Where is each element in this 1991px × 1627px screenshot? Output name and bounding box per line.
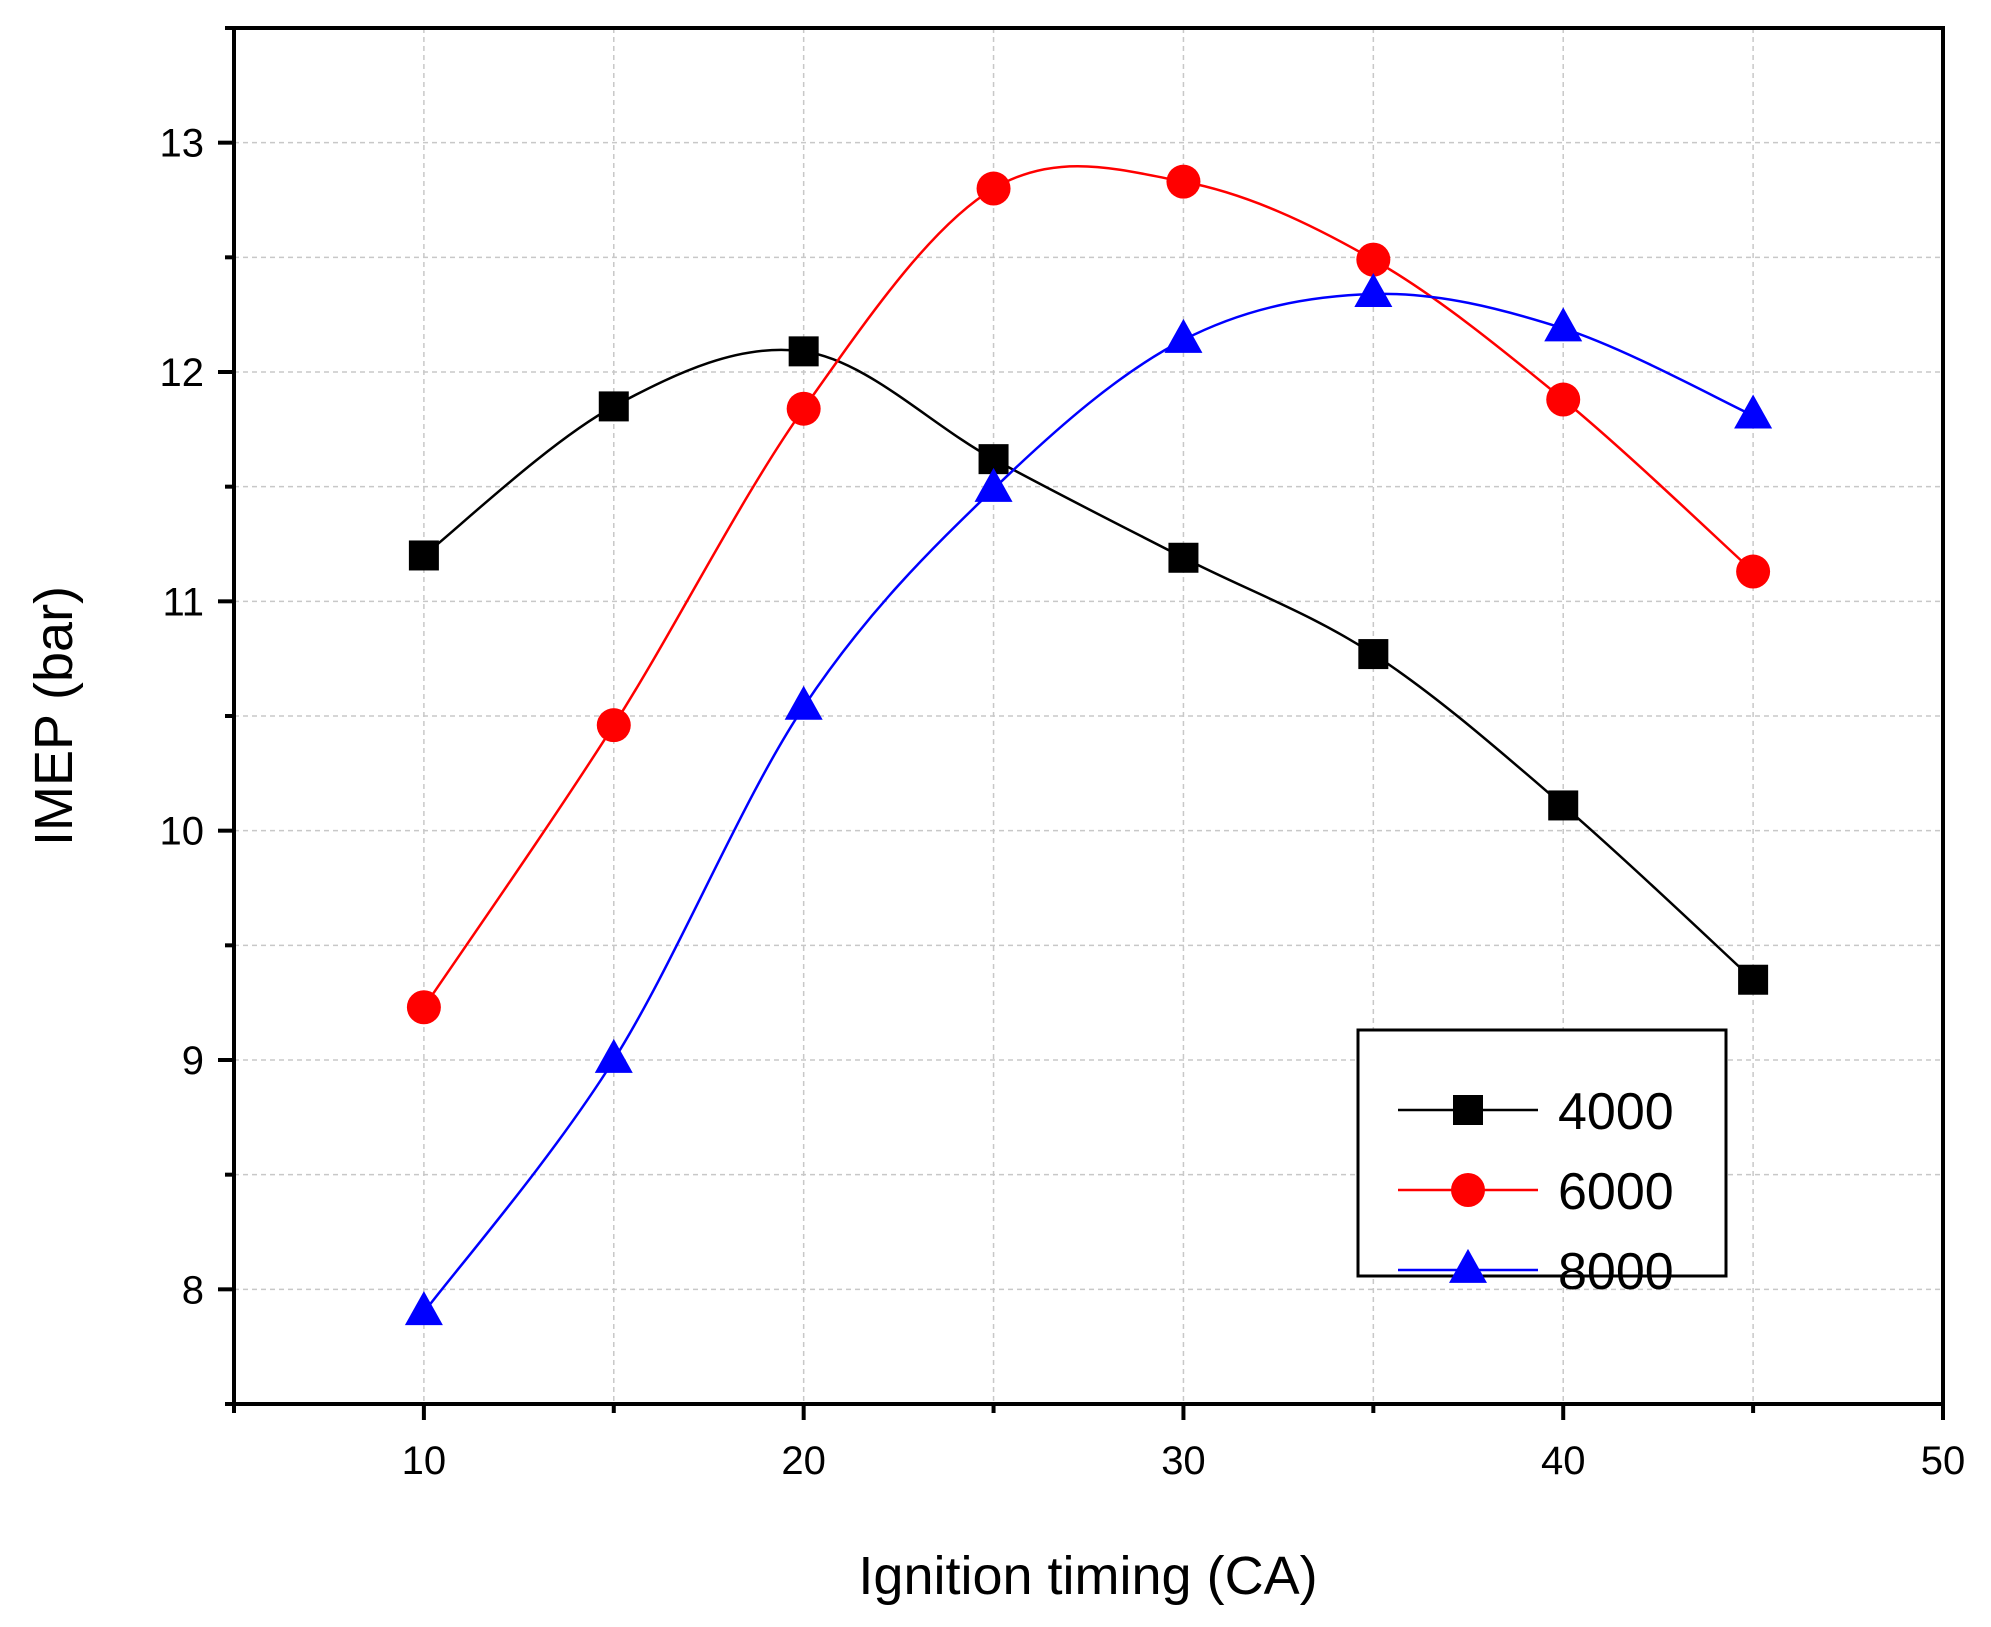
legend-marker-4000: [1453, 1095, 1483, 1125]
data-point-4000-45: [1738, 964, 1769, 995]
data-point-6000-45: [1736, 554, 1771, 589]
y-tick-label-13: 13: [160, 122, 205, 166]
y-tick-label-12: 12: [160, 351, 205, 395]
legend: 4000 6000 8000: [1356, 1028, 1728, 1301]
legend-entry-8000: 8000: [1398, 1243, 1674, 1301]
data-point-8000-20: [784, 685, 823, 720]
series-8000: [404, 272, 1773, 1326]
data-point-6000-20: [786, 391, 821, 426]
data-point-8000-35: [1354, 272, 1393, 307]
data-point-8000-45: [1734, 394, 1773, 429]
data-point-6000-25: [976, 171, 1011, 206]
x-tick-label-10: 10: [402, 1439, 447, 1483]
data-point-8000-15: [594, 1038, 633, 1073]
legend-box: [1356, 1028, 1728, 1278]
legend-entry-6000: 6000: [1398, 1163, 1674, 1221]
data-point-8000-25: [974, 467, 1013, 502]
legend-marker-6000: [1451, 1173, 1485, 1207]
data-point-4000-10: [408, 540, 439, 571]
data-point-8000-30: [1164, 318, 1203, 353]
data-point-6000-40: [1546, 382, 1581, 417]
data-point-4000-40: [1548, 790, 1579, 821]
tick-labels: 10 20 30 40 50 8 9 10 11 12 13: [160, 122, 1966, 1483]
data-point-6000-15: [596, 708, 631, 743]
x-tick-label-30: 30: [1161, 1439, 1206, 1483]
x-tick-label-20: 20: [781, 1439, 826, 1483]
legend-label-8000: 8000: [1558, 1243, 1674, 1301]
y-tick-label-8: 8: [182, 1268, 204, 1312]
data-point-4000-30: [1168, 542, 1199, 573]
data-point-6000-30: [1166, 164, 1201, 199]
legend-label-6000: 6000: [1558, 1163, 1674, 1221]
legend-label-4000: 4000: [1558, 1083, 1674, 1141]
data-point-4000-20: [788, 336, 819, 367]
series-line-8000: [422, 292, 1754, 1314]
series-line-6000: [422, 164, 1754, 1008]
data-point-8000-10: [404, 1291, 443, 1326]
y-tick-label-11: 11: [162, 580, 204, 624]
legend-marker-8000: [1449, 1248, 1487, 1283]
x-tick-label-50: 50: [1921, 1439, 1966, 1483]
data-point-8000-40: [1544, 307, 1583, 342]
series-4000: [408, 336, 1769, 995]
x-tick-label-40: 40: [1541, 1439, 1586, 1483]
series-layer: [404, 164, 1773, 1326]
legend-entry-4000: 4000: [1398, 1083, 1674, 1141]
series-6000: [406, 164, 1771, 1025]
series-line-4000: [423, 348, 1754, 981]
y-axis-title: IMEP (bar): [24, 586, 84, 846]
data-point-4000-15: [598, 391, 629, 422]
x-axis-title: Ignition timing (CA): [858, 1546, 1317, 1606]
y-tick-label-10: 10: [160, 810, 205, 854]
y-tick-label-9: 9: [182, 1039, 204, 1083]
axis-ticks: [218, 26, 1945, 1420]
data-point-4000-35: [1358, 639, 1389, 670]
data-point-6000-10: [406, 990, 441, 1025]
data-point-6000-35: [1356, 242, 1391, 277]
